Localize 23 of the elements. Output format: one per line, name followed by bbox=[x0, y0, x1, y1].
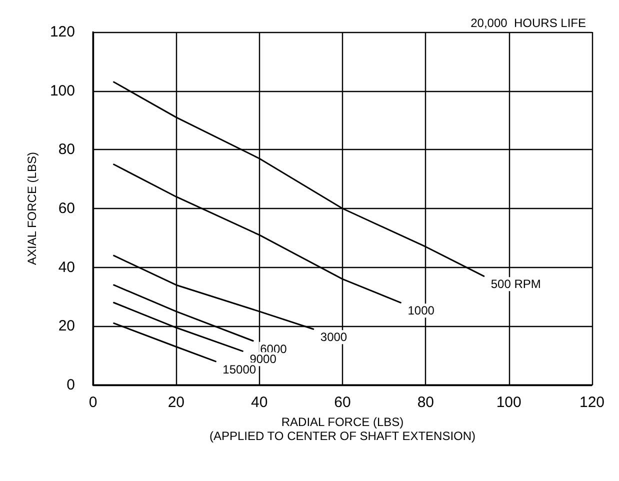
series-label: 6000 bbox=[260, 342, 288, 356]
y-tick-label: 40 bbox=[58, 258, 75, 276]
series-label: 15000 bbox=[222, 362, 256, 376]
y-tick-label: 0 bbox=[66, 376, 75, 394]
y-tick-label: 80 bbox=[58, 141, 75, 158]
series-label: 3000 bbox=[320, 330, 348, 344]
x-tick-label: 20 bbox=[168, 394, 185, 411]
series-label: 9000 bbox=[250, 352, 277, 366]
y-tick-label: 60 bbox=[58, 200, 75, 217]
series-label: 1000 bbox=[408, 304, 435, 318]
x-tick-label: 0 bbox=[88, 394, 98, 411]
y-tick-label: 100 bbox=[50, 82, 75, 100]
x-tick-label: 120 bbox=[579, 394, 605, 411]
x-tick-label: 100 bbox=[496, 394, 522, 411]
x-axis-title: RADIAL FORCE (LBS) (APPLIED TO CENTER OF SHAFT EXTENSION) bbox=[209, 415, 476, 443]
x-tick-label: 40 bbox=[250, 394, 268, 411]
series-label: 500 RPM bbox=[490, 277, 541, 292]
y-tick-label: 120 bbox=[50, 24, 75, 40]
x-tick-label: 80 bbox=[417, 394, 434, 411]
chart-title: 20,000 HOURS LIFE bbox=[470, 16, 586, 30]
y-tick-label: 20 bbox=[58, 318, 75, 335]
y-axis-title: AXIAL FORCE (LBS) bbox=[25, 152, 39, 265]
x-tick-label: 60 bbox=[334, 394, 351, 411]
